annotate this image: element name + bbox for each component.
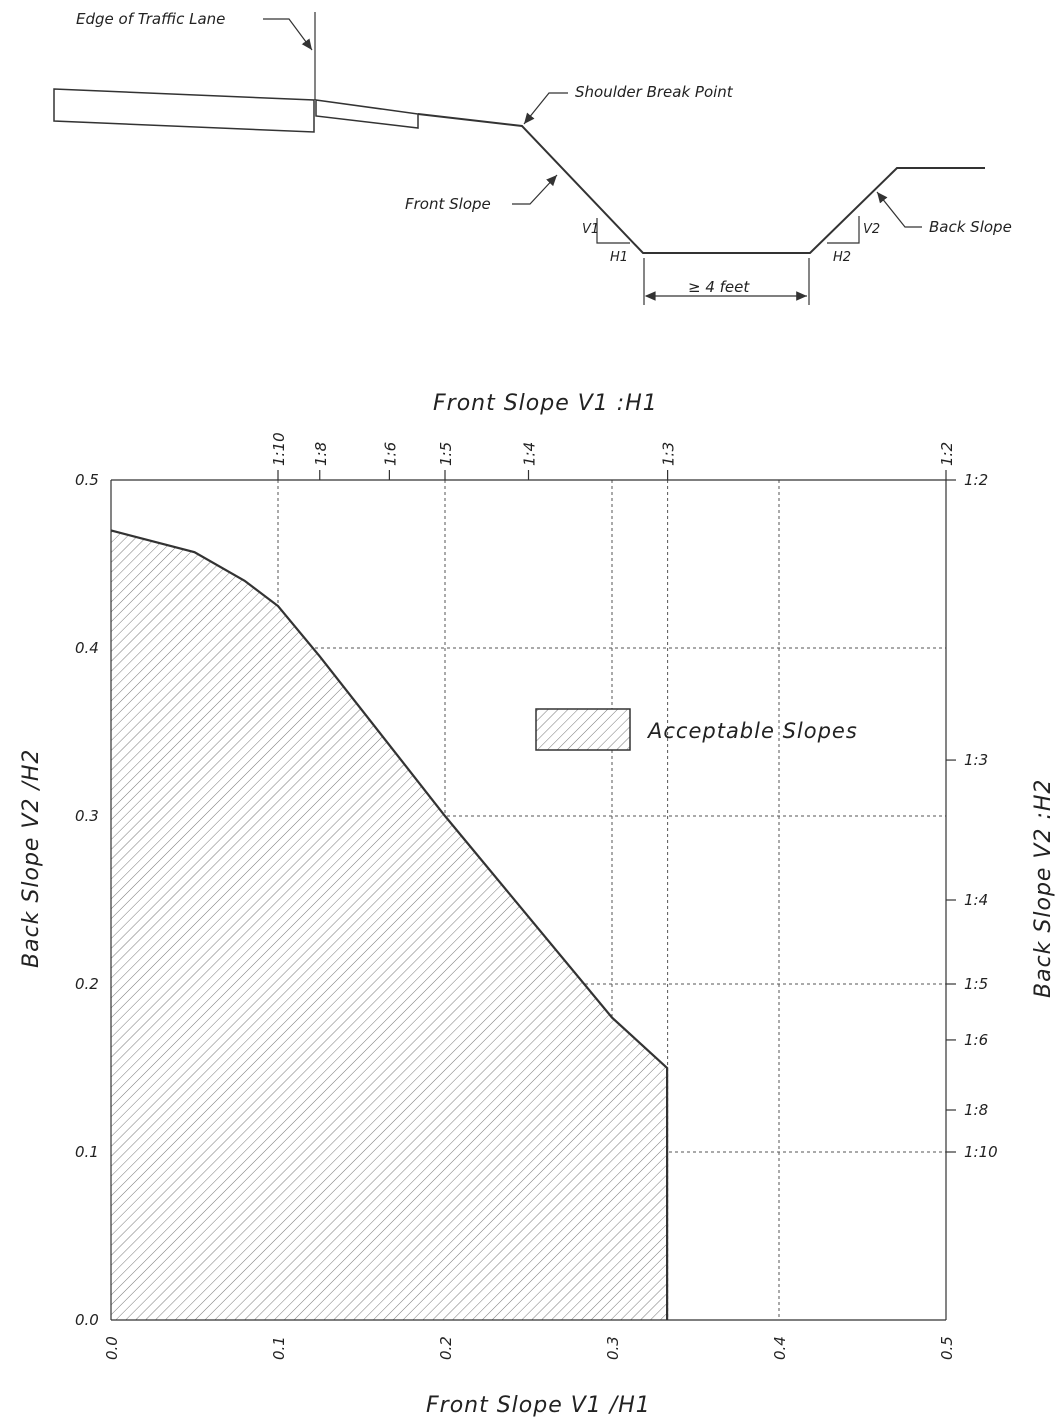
v2-label: V2 xyxy=(863,222,880,237)
legend-swatch xyxy=(535,708,631,751)
traffic-lane-edge-leader xyxy=(263,18,313,51)
v1-label: V1 xyxy=(582,222,599,237)
back-slope-label: Back Slope xyxy=(929,218,1012,236)
shoulder-break-leader xyxy=(523,92,568,125)
right-ratio-tick-label: 1:8 xyxy=(964,1101,988,1119)
y-tick-label: 0.3 xyxy=(75,807,99,825)
front-slope-leader xyxy=(512,174,558,205)
right-ratio-tick-label: 1:3 xyxy=(964,751,988,769)
tick-labels: 0.0 0.1 0.2 0.3 0.4 0.5 0.0 0.1 0.2 0.3 0.4 0.5 1:10… xyxy=(75,432,998,1360)
right-ratio-tick-label: 1:10 xyxy=(964,1143,998,1161)
slope-chart: 0.0 0.1 0.2 0.3 0.4 0.5 0.0 0.1 0.2 0.3 0.4 0.5 1:10… xyxy=(19,391,1056,1418)
shoulder-slab xyxy=(315,99,419,129)
top-ratio-tick-label: 1:8 xyxy=(312,442,330,466)
top-axis-title: Front Slope V1 :H1 xyxy=(433,391,658,416)
x-tick-label: 0.0 xyxy=(103,1336,121,1360)
right-ratio-tick-label: 1:6 xyxy=(964,1031,988,1049)
x-tick-label: 0.2 xyxy=(437,1336,455,1360)
x-tick-label: 0.1 xyxy=(270,1336,288,1360)
top-ratio-tick-label: 1:3 xyxy=(660,442,678,466)
x-tick-label: 0.5 xyxy=(938,1336,956,1360)
acceptable-slopes-boundary xyxy=(110,529,669,1320)
top-ratio-tick-label: 1:10 xyxy=(270,432,288,466)
front-slope-triangle xyxy=(596,218,630,244)
right-ratio-tick-label: 1:4 xyxy=(964,891,988,909)
right-axis-title: Back Slope V2 :H2 xyxy=(1031,779,1056,998)
h2-label: H2 xyxy=(833,250,851,265)
back-slope-leader xyxy=(876,191,922,228)
x-tick-label: 0.3 xyxy=(604,1336,622,1360)
y-axis-title: Back Slope V2 /H2 xyxy=(19,749,44,968)
top-ratio-tick-label: 1:4 xyxy=(521,442,539,466)
edge-of-traffic-lane-label: Edge of Traffic Lane xyxy=(76,10,225,28)
y-tick-label: 0.0 xyxy=(75,1311,99,1329)
x-tick-label: 0.4 xyxy=(771,1336,789,1360)
right-ratio-tick-label: 1:2 xyxy=(964,471,988,489)
shoulder-break-point-label: Shoulder Break Point xyxy=(575,83,734,101)
legend: Acceptable Slopes xyxy=(535,708,858,751)
front-slope-label: Front Slope xyxy=(405,195,491,213)
acceptable-slopes-area xyxy=(111,530,668,1320)
y-tick-label: 0.5 xyxy=(75,471,99,489)
y-tick-label: 0.4 xyxy=(75,639,99,657)
right-ratio-tick-label: 1:5 xyxy=(964,975,988,993)
pavement-slab xyxy=(53,88,315,133)
y-tick-label: 0.1 xyxy=(75,1143,99,1161)
legend-label: Acceptable Slopes xyxy=(646,719,858,743)
ditch-profile xyxy=(417,113,985,254)
top-ratio-tick-label: 1:5 xyxy=(437,442,455,466)
back-slope-triangle xyxy=(827,216,860,244)
h1-label: H1 xyxy=(610,250,628,265)
top-ratio-tick-label: 1:2 xyxy=(938,442,956,466)
top-ratio-tick-label: 1:6 xyxy=(381,442,399,466)
x-axis-title: Front Slope V1 /H1 xyxy=(426,1393,651,1418)
cross-section-diagram: Edge of Traffic Lane Shoulder Break Poin… xyxy=(53,10,1012,305)
y-tick-label: 0.2 xyxy=(75,975,99,993)
bottom-width-label: ≥ 4 feet xyxy=(688,278,750,296)
